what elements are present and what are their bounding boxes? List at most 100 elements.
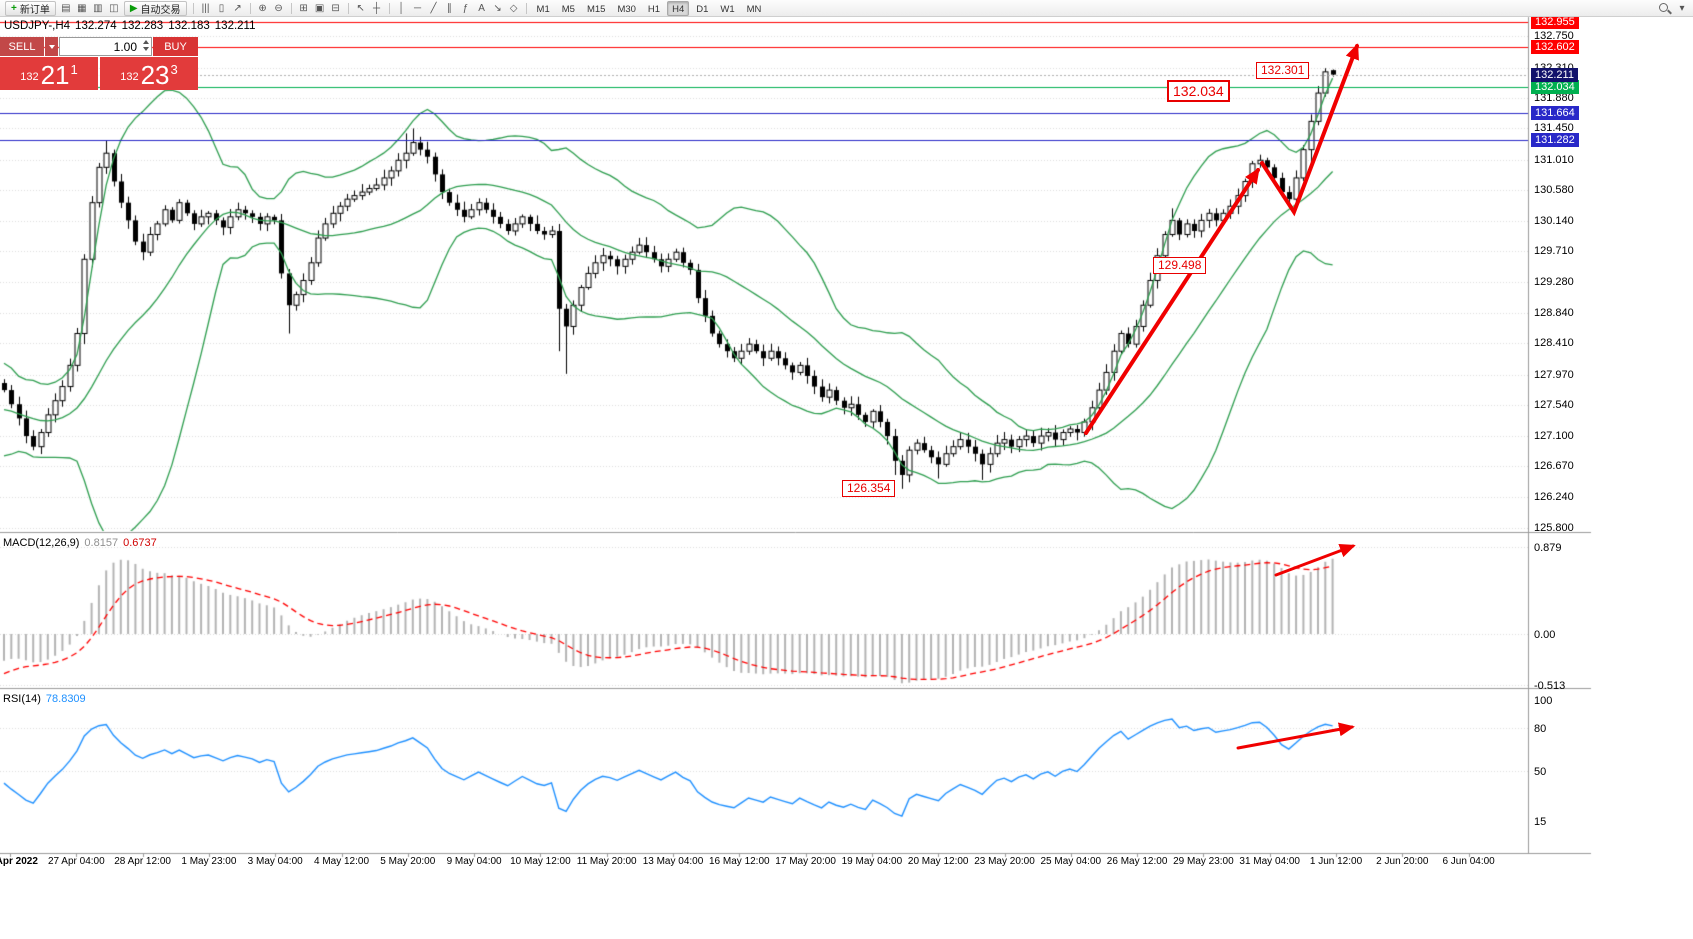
profiles-icon[interactable]: ▦	[77, 2, 87, 14]
time-scale-label: 1 May 23:00	[181, 856, 237, 867]
cascade-windows-icon[interactable]: ▣	[314, 2, 325, 14]
time-scale-label: 31 May 04:00	[1239, 856, 1300, 867]
bars-chart-type-icon[interactable]: |||	[201, 2, 210, 14]
tile-horizontal-icon[interactable]: ⊟	[331, 2, 340, 14]
buy-button[interactable]: BUY	[153, 37, 198, 56]
price-scale-label: 128.840	[1534, 307, 1574, 319]
charts-window-icon[interactable]: ▤	[61, 2, 71, 14]
sell-price-pips: 21	[40, 60, 70, 90]
crosshair-icon[interactable]: ┼	[373, 2, 381, 14]
candlestick-chart-type-icon[interactable]: ▯	[218, 2, 225, 14]
price-line-label: 131.282	[1531, 133, 1579, 148]
rsi-scale-label: 100	[1534, 695, 1553, 707]
time-scale-label: 25 May 04:00	[1040, 856, 1102, 867]
zoom-in-icon[interactable]: ⊕	[258, 2, 267, 14]
price-annotation[interactable]: 126.354	[842, 480, 896, 497]
horizontal-line-icon[interactable]: ─	[414, 2, 422, 14]
price-line-label: 132.602	[1531, 39, 1579, 54]
volume-input[interactable]: 1.00	[59, 37, 152, 56]
rsi-scale-label: 50	[1534, 766, 1547, 778]
new-order-plus-icon: +	[11, 2, 17, 14]
timeframe-button-h4[interactable]: H4	[667, 0, 690, 16]
macd-indicator-header: MACD(12,26,9) 0.8157 0.6737	[3, 537, 157, 549]
timeframe-button-h1[interactable]: H1	[647, 3, 661, 15]
timeframe-button-mn[interactable]: MN	[746, 3, 762, 15]
macd-main-value: 0.8157	[84, 537, 119, 549]
price-scale-label: 128.410	[1534, 337, 1574, 350]
timeframe-button-m30[interactable]: M30	[617, 3, 636, 15]
buy-price-prefix: 132	[120, 71, 139, 83]
tile-windows-icon[interactable]: ⊞	[299, 2, 308, 14]
toolbar-separator	[347, 2, 349, 14]
timeframe-button-m5[interactable]: M5	[561, 3, 575, 15]
price-annotation[interactable]: 132.034	[1167, 80, 1230, 102]
auto-trading-button-label: 自动交易	[140, 4, 181, 16]
toolbar-separator	[525, 2, 527, 14]
channel-icon[interactable]: ∥	[447, 2, 453, 14]
chart-ohlc-header: USDJPY-,H4 132.274 132.283 132.183 132.211	[4, 20, 261, 32]
cursor-icon[interactable]: ↖	[356, 2, 365, 14]
time-scale-label: 26 May 12:00	[1106, 856, 1168, 867]
price-line-label: 132.034	[1531, 80, 1579, 95]
timeframe-button-m15[interactable]: M15	[586, 3, 606, 15]
time-scale[interactable]: 27 Apr 2022 27 Apr 04:00 28 Apr 12:00 1 May…	[0, 856, 1528, 872]
text-label-icon[interactable]: A	[478, 2, 485, 14]
time-scale-label: 11 May 20:00	[576, 856, 637, 867]
search-icon[interactable]	[1657, 1, 1671, 15]
fibonacci-icon[interactable]: ƒ	[462, 2, 469, 14]
time-scale-label: 10 May 12:00	[510, 856, 571, 867]
trendline-icon[interactable]: ╱	[430, 2, 437, 14]
market-watch-icon[interactable]: ▥	[93, 2, 103, 14]
time-scale-label: 19 May 04:00	[841, 856, 903, 867]
low-value: 132.183	[168, 20, 210, 32]
macd-label: MACD(12,26,9)	[3, 537, 80, 549]
price-scale-label: 131.880	[1534, 92, 1574, 105]
price-annotation[interactable]: 132.301	[1256, 62, 1310, 79]
price-scale-label: 126.240	[1534, 490, 1574, 503]
sell-price-point: 1	[70, 62, 78, 77]
shapes-icon[interactable]: ◇	[509, 2, 518, 14]
time-scale-label: 5 May 20:00	[380, 856, 436, 867]
sell-price-prefix: 132	[20, 71, 39, 83]
vertical-line-icon[interactable]: │	[398, 2, 405, 14]
rsi-label: RSI(14)	[3, 693, 41, 705]
close-value: 132.211	[214, 20, 256, 32]
sell-price-display[interactable]: 132 21 1	[0, 57, 98, 90]
price-scale[interactable]: 132.750132.310131.880131.450131.010130.5…	[1531, 0, 1591, 939]
time-scale-label: 27 Apr 04:00	[47, 856, 105, 867]
timeframe-button-m1[interactable]: M1	[536, 3, 550, 15]
sell-options-dropdown[interactable]	[45, 37, 58, 56]
zoom-out-icon[interactable]: ⊖	[274, 2, 283, 14]
data-window-icon[interactable]: ◫	[109, 2, 119, 14]
macd-scale-label: -0.513	[1534, 679, 1566, 692]
toolbar-separator	[388, 2, 390, 14]
volume-down-icon[interactable]	[143, 47, 149, 51]
rsi-indicator-header: RSI(14) 78.8309	[3, 693, 86, 705]
sell-button[interactable]: SELL	[0, 37, 44, 56]
timeframe-button-w1[interactable]: W1	[720, 3, 735, 15]
time-scale-label: 1 Jun 12:00	[1309, 856, 1363, 867]
price-scale-label: 129.710	[1534, 245, 1574, 258]
arrow-object-icon[interactable]: ↘	[493, 2, 502, 14]
timeframe-button-d1[interactable]: D1	[696, 3, 709, 15]
price-scale-label: 125.800	[1534, 522, 1574, 534]
buy-price-display[interactable]: 132 23 3	[100, 57, 198, 90]
main-toolbar: + 新订单 ▤ ▦ ▥ ◫ ▶ 自动交易 ||| ▯ ↗ ⊕ ⊖ ⊞ ▣ ⊟ ↖ ┼ │ ─ ╱ ∥ ƒ A ↘ ◇ M1 M5 M15…	[0, 0, 1693, 17]
new-order-button[interactable]: + 新订单	[5, 0, 56, 16]
rsi-value: 78.8309	[45, 693, 86, 705]
open-value: 132.274	[75, 20, 117, 32]
price-annotation[interactable]: 129.498	[1153, 257, 1207, 274]
line-chart-type-icon[interactable]: ↗	[233, 2, 242, 14]
auto-trading-button[interactable]: ▶ 自动交易	[123, 0, 187, 16]
time-scale-label: 23 May 20:00	[974, 856, 1035, 867]
time-scale-label: 29 May 23:00	[1173, 856, 1234, 867]
more-tools-icon[interactable]: ▾	[1679, 2, 1685, 14]
price-scale-label: 131.450	[1534, 122, 1574, 135]
volume-up-icon[interactable]	[143, 40, 149, 44]
macd-scale-label: 0.00	[1534, 629, 1556, 641]
buy-price-point: 3	[170, 62, 178, 77]
price-scale-label: 130.140	[1534, 215, 1574, 228]
trade-panel-prices: 132 21 1 132 23 3	[0, 57, 198, 90]
